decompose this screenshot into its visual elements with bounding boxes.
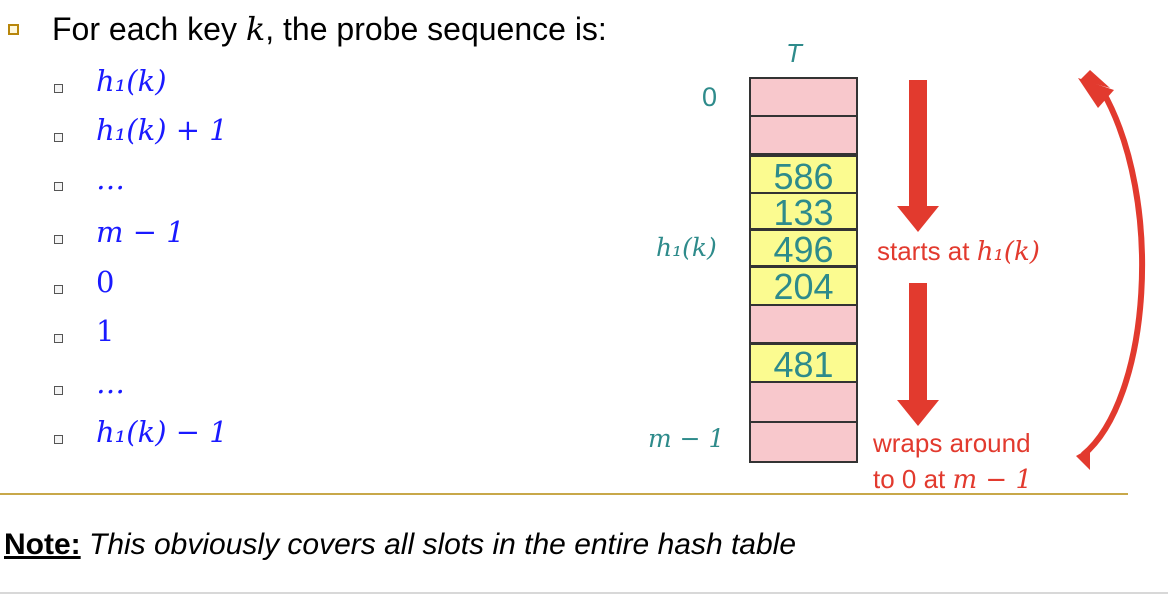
divider <box>0 493 1128 495</box>
row-label-h1k: h₁(k) <box>656 233 717 262</box>
slot-value: 481 <box>773 344 834 385</box>
heading-bullet-icon <box>8 24 19 35</box>
down-arrow-upper-icon <box>897 80 939 232</box>
slot-value: 586 <box>773 156 834 197</box>
table-slot <box>749 381 858 423</box>
wrap-around-arrow-icon <box>1076 70 1146 470</box>
heading-text-post: , the probe sequence is: <box>265 11 607 47</box>
wraps-annotation-line1: wraps around <box>873 428 1031 458</box>
note-text: This obviously covers all slots in the e… <box>80 528 797 561</box>
sequence-item: … <box>96 162 125 196</box>
sequence-item: h₁(k) <box>96 64 167 98</box>
table-slot: 481 <box>749 343 858 383</box>
list-bullet-icon <box>54 285 63 294</box>
note-label: Note: <box>4 528 81 561</box>
starts-text: starts at <box>877 236 977 266</box>
starts-annotation: starts at h₁(k) <box>877 236 1040 267</box>
bottom-divider <box>0 592 1168 594</box>
sequence-item: 0 <box>96 265 115 299</box>
table-slot: 586 <box>749 155 858 197</box>
sequence-item: m − 1 <box>96 215 185 249</box>
table-slot: 204 <box>749 266 858 306</box>
list-bullet-icon <box>54 334 63 343</box>
heading-var: k <box>245 10 266 48</box>
list-bullet-icon <box>54 235 63 244</box>
wraps-annotation-line2: to 0 at m − 1 <box>873 464 1032 495</box>
heading: For each key k, the probe sequence is: <box>52 10 607 48</box>
row-label-m-minus-1: m − 1 <box>648 424 725 453</box>
down-arrow-lower-icon <box>897 283 939 426</box>
slot-value: 496 <box>773 229 834 270</box>
sequence-item: h₁(k) − 1 <box>96 415 228 449</box>
row-label-zero: 0 <box>702 82 718 112</box>
list-bullet-icon <box>54 133 63 142</box>
wraps-text: to 0 at <box>873 464 953 494</box>
sequence-item: h₁(k) + 1 <box>96 113 228 147</box>
sequence-item: … <box>96 366 125 400</box>
starts-var: h₁(k) <box>976 237 1040 267</box>
note: Note: This obviously covers all slots in… <box>4 528 796 562</box>
table-slot <box>749 421 858 463</box>
table-slot <box>749 115 858 155</box>
table-slot: 496 <box>749 229 858 270</box>
sequence-item: 1 <box>96 314 115 348</box>
list-bullet-icon <box>54 182 63 191</box>
list-bullet-icon <box>54 84 63 93</box>
slot-value: 133 <box>773 192 834 233</box>
heading-text-pre: For each key <box>52 11 246 47</box>
list-bullet-icon <box>54 435 63 444</box>
list-bullet-icon <box>54 386 63 395</box>
wraps-var: m − 1 <box>952 465 1033 495</box>
table-label: T <box>786 38 802 68</box>
slot-value: 204 <box>773 266 834 307</box>
